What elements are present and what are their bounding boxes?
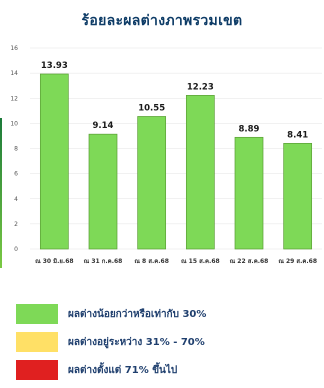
legend-label-high: ผลต่างตั้งแต่ 71% ขึ้นไป [68,364,178,376]
y-tick-label: 12 [10,95,18,102]
data-label: 10.55 [138,103,165,113]
bar-chart: 0 2 4 6 8 10 12 14 16 13.93 ณ 30 มิ.ย.68 9.14 ณ 31 ก… [10,45,322,265]
decorative-accent-strip [0,118,2,268]
bar [88,133,118,250]
legend-item-low: ผลต่างน้อยกว่าหรือเท่ากับ 30% [16,304,316,324]
legend-swatch-yellow [16,332,58,352]
y-tick-label: 8 [14,146,18,153]
x-category-label: ณ 8 ส.ค.68 [134,258,169,265]
data-label: 9.14 [93,121,114,131]
x-category-label: ณ 29 ส.ค.68 [278,258,317,265]
legend-swatch-red [16,360,58,380]
y-tick-label: 4 [14,196,18,203]
bar [234,136,264,250]
y-tick-label: 10 [10,120,18,127]
y-tick-label: 6 [14,171,18,178]
y-tick-label: 14 [10,70,18,77]
legend: ผลต่างน้อยกว่าหรือเท่ากับ 30% ผลต่างอยู่… [16,304,316,388]
y-tick-label: 16 [10,45,18,52]
bar [137,116,167,250]
bar [39,73,69,250]
y-tick-label: 2 [14,221,18,228]
data-label: 13.93 [41,61,68,71]
legend-item-mid: ผลต่างอยู่ระหว่าง 31% - 70% [16,332,316,352]
bar [283,142,313,250]
bar [185,95,215,250]
legend-label-mid: ผลต่างอยู่ระหว่าง 31% - 70% [68,336,205,348]
x-category-label: ณ 22 ส.ค.68 [230,258,269,265]
legend-item-high: ผลต่างตั้งแต่ 71% ขึ้นไป [16,360,316,380]
data-label: 12.23 [187,82,214,92]
legend-label-low: ผลต่างน้อยกว่าหรือเท่ากับ 30% [68,308,207,320]
y-tick-label: 0 [14,246,18,253]
legend-swatch-green [16,304,58,324]
x-category-label: ณ 30 มิ.ย.68 [35,257,73,265]
x-category-label: ณ 15 ส.ค.68 [181,258,220,265]
chart-title: ร้อยละผลต่างภาพรวมเขต [81,13,243,29]
x-category-label: ณ 31 ก.ค.68 [84,258,123,265]
data-label: 8.89 [239,124,260,134]
data-label: 8.41 [287,130,308,140]
